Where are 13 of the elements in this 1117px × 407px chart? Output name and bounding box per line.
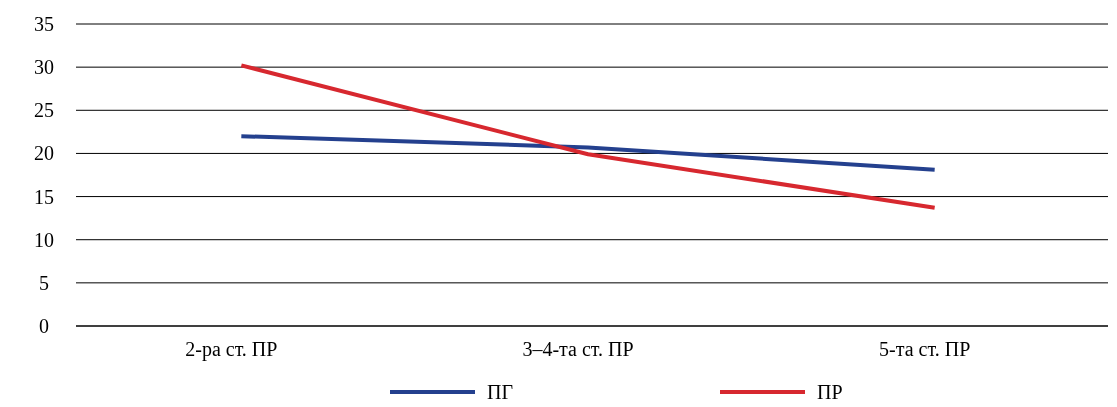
legend-label: ПР: [817, 381, 843, 403]
y-tick-label: 5: [39, 271, 49, 294]
x-tick-label: 5-та ст. ПР: [879, 338, 971, 360]
x-tick-label: 3–4-та ст. ПР: [522, 338, 634, 360]
x-tick-label: 2-ра ст. ПР: [185, 338, 278, 361]
y-tick-label: 10: [34, 228, 54, 251]
y-tick-label: 15: [34, 185, 54, 208]
legend-label: ПГ: [487, 381, 514, 403]
y-tick-label: 35: [34, 13, 54, 35]
y-tick-label: 20: [34, 142, 54, 165]
y-tick-label: 30: [34, 56, 54, 79]
y-tick-label: 0: [39, 315, 49, 337]
y-tick-label: 25: [34, 99, 54, 122]
